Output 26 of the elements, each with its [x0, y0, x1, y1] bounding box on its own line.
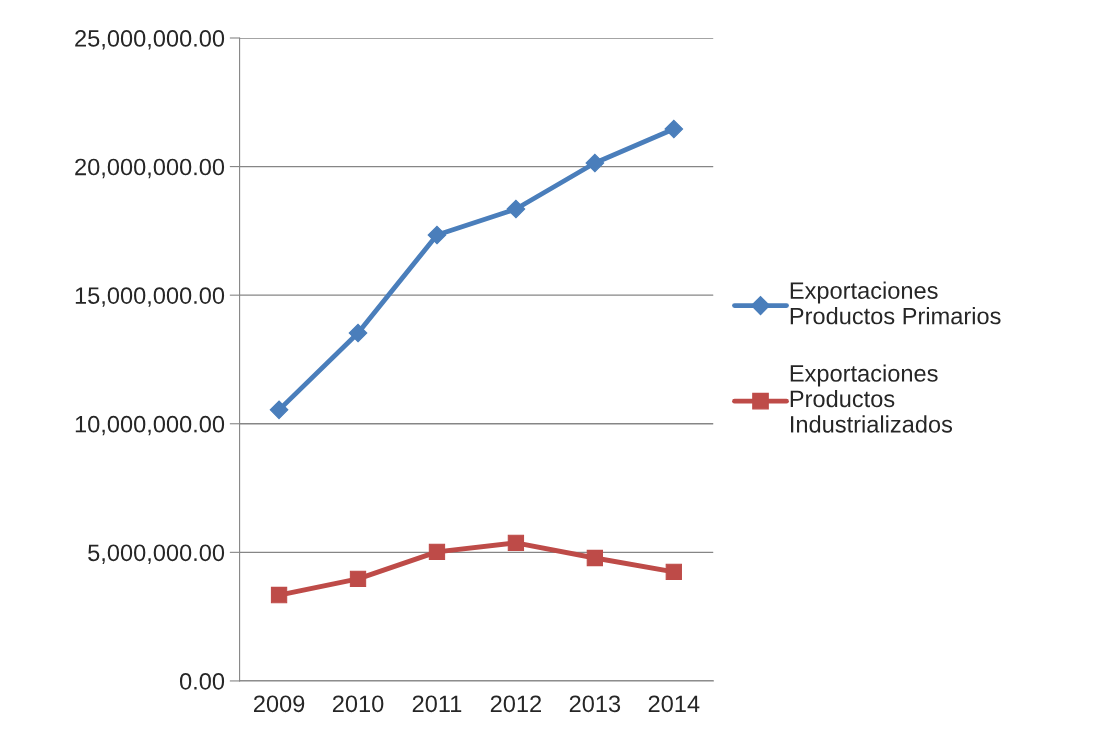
legend-label: Exportaciones Productos Primarios	[790, 281, 1001, 325]
point	[348, 323, 368, 343]
point	[507, 534, 525, 551]
y-tick-label: 10,000,000.00	[75, 415, 225, 436]
y-tick-label: 20,000,000.00	[75, 158, 225, 179]
y-tick-label: 5,000,000.00	[88, 544, 225, 564]
point	[586, 549, 604, 567]
x-tick-label: 2014	[648, 695, 700, 713]
point	[427, 225, 447, 245]
point	[349, 570, 367, 587]
point	[665, 563, 682, 581]
y-tick-label: 25,000,000.00	[75, 30, 225, 50]
point	[664, 119, 684, 139]
y-tick-label: 15,000,000.00	[75, 287, 225, 307]
x-tick-label: 2009	[253, 695, 305, 713]
x-tick-label: 2012	[490, 695, 541, 713]
x-tick-label: 2010	[332, 695, 384, 713]
point	[585, 153, 605, 173]
point	[269, 400, 289, 420]
legend-label: Exportaciones Productos Industrializados	[790, 364, 953, 433]
x-tick-label: 2011	[412, 695, 462, 713]
y-tick-label: 0.00	[179, 673, 225, 690]
point	[428, 543, 446, 560]
point	[270, 586, 288, 604]
point	[506, 199, 526, 219]
x-tick-label: 2013	[569, 695, 621, 713]
